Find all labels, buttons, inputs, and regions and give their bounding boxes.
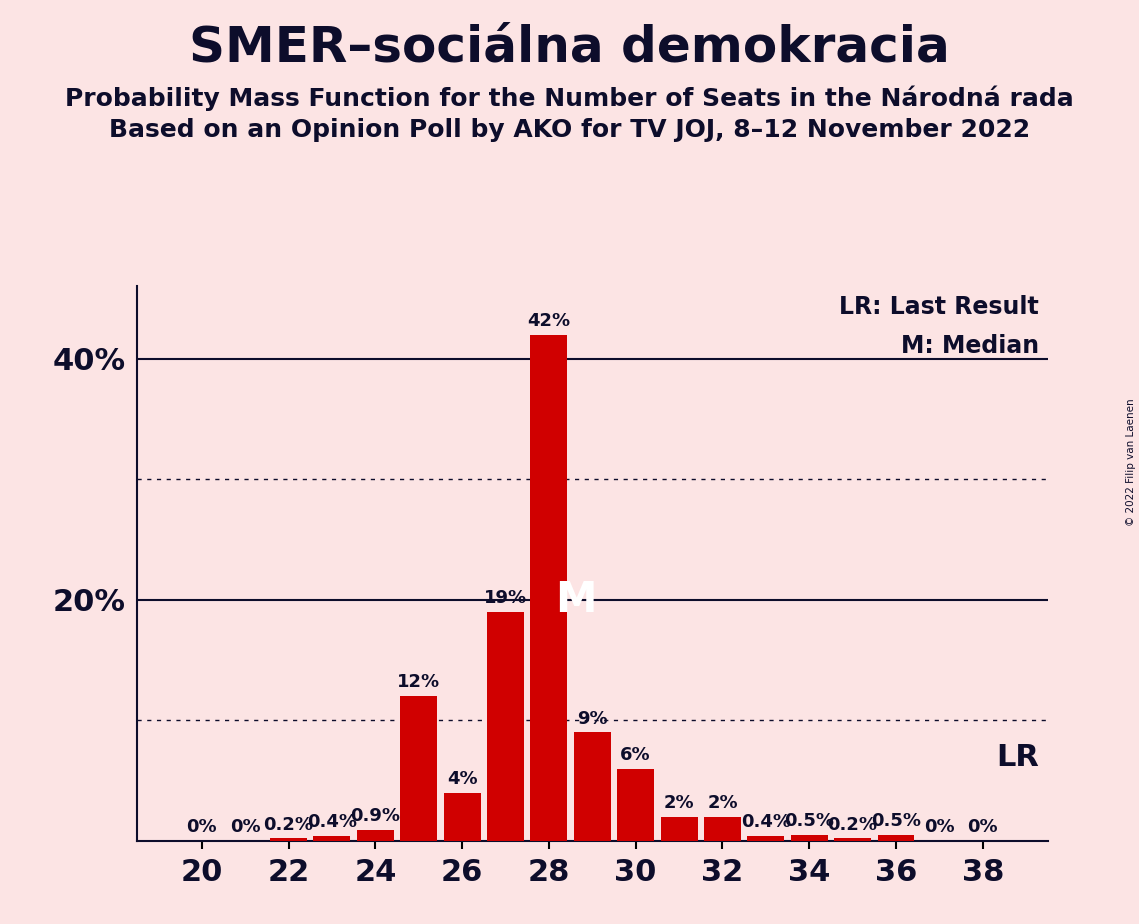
Bar (400, 696, 437, 841)
Bar (790, 834, 828, 841)
Text: 42%: 42% (527, 311, 571, 330)
Text: 0%: 0% (924, 818, 954, 836)
Text: Based on an Opinion Poll by AKO for TV JOJ, 8–12 November 2022: Based on an Opinion Poll by AKO for TV J… (109, 118, 1030, 142)
Bar (834, 838, 871, 841)
Text: 0.4%: 0.4% (306, 813, 357, 832)
Bar (704, 817, 740, 841)
Text: 0.5%: 0.5% (871, 812, 921, 830)
Text: 4%: 4% (446, 770, 477, 788)
Bar (444, 793, 481, 841)
Text: 0%: 0% (187, 818, 218, 836)
Text: 0%: 0% (967, 818, 998, 836)
Text: LR: LR (995, 743, 1039, 772)
Bar (877, 834, 915, 841)
Bar (747, 836, 785, 841)
Text: 19%: 19% (484, 589, 527, 607)
Text: © 2022 Filip van Laenen: © 2022 Filip van Laenen (1126, 398, 1136, 526)
Text: M: M (556, 578, 597, 621)
Text: 12%: 12% (398, 674, 441, 691)
Text: 0.9%: 0.9% (351, 808, 400, 825)
Text: SMER–sociálna demokracia: SMER–sociálna demokracia (189, 23, 950, 71)
Text: 0.2%: 0.2% (263, 816, 313, 833)
Text: 9%: 9% (577, 710, 607, 727)
Bar (574, 733, 611, 841)
Text: 6%: 6% (621, 746, 652, 764)
Text: 0%: 0% (230, 818, 261, 836)
Bar (357, 830, 394, 841)
Text: 0.4%: 0.4% (740, 813, 790, 832)
Bar (270, 838, 308, 841)
Bar (487, 612, 524, 841)
Bar (531, 334, 567, 841)
Bar (661, 817, 697, 841)
Text: 0.2%: 0.2% (828, 816, 878, 833)
Bar (617, 769, 654, 841)
Text: M: Median: M: Median (901, 334, 1039, 358)
Text: 2%: 2% (664, 794, 695, 812)
Text: LR: Last Result: LR: Last Result (839, 295, 1039, 319)
Bar (313, 836, 351, 841)
Text: Probability Mass Function for the Number of Seats in the Národná rada: Probability Mass Function for the Number… (65, 85, 1074, 111)
Text: 0.5%: 0.5% (785, 812, 834, 830)
Text: 2%: 2% (707, 794, 738, 812)
